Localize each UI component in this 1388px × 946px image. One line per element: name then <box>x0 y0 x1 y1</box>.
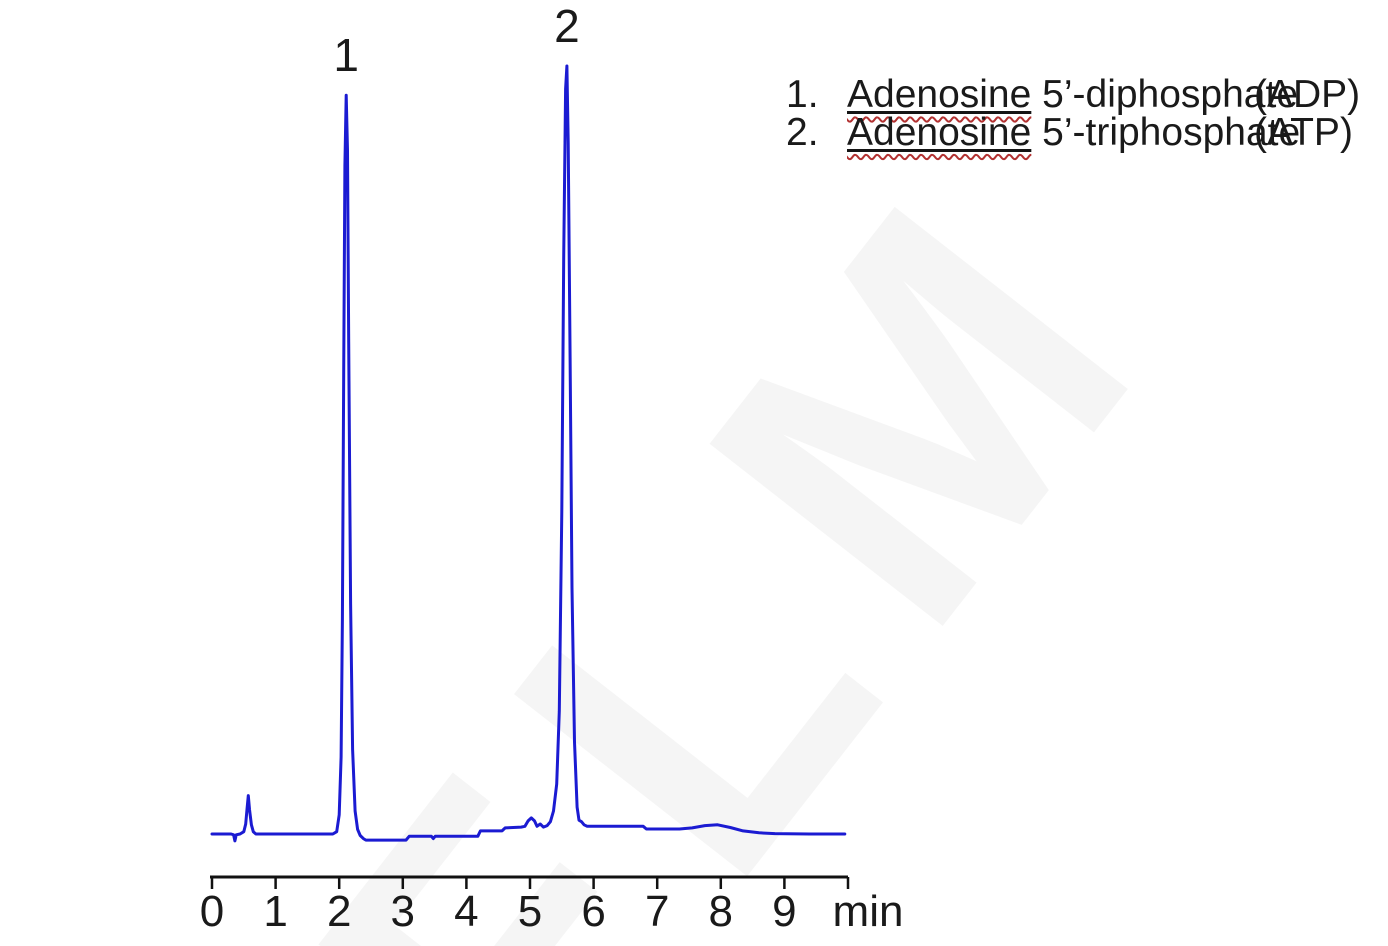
x-axis-tick-label: 5 <box>518 887 542 936</box>
x-axis-tick-label: 3 <box>391 887 415 936</box>
x-axis-tick-label: 7 <box>645 887 669 936</box>
legend-compound-name: Adenosine 5’-triphosphate <box>847 110 1300 154</box>
legend-compound-abbrev: (ATP) <box>1254 110 1353 154</box>
x-axis-tick-label: 1 <box>263 887 287 936</box>
legend-item: 2. Adenosine 5’-triphosphate (ATP) <box>786 110 1360 154</box>
x-axis-tick-label: 2 <box>327 887 351 936</box>
peak-number-label: 1 <box>333 29 359 81</box>
x-axis-tick-label: 0 <box>200 887 224 936</box>
legend-compound-underlined: Adenosine <box>847 73 1032 116</box>
trace-line <box>210 64 847 843</box>
x-axis-tick-label: 4 <box>454 887 478 936</box>
legend-compound-name: Adenosine 5’-diphosphate <box>847 73 1298 116</box>
peak-legend: 1. Adenosine 5’-diphosphate (ADP) 2. Ade… <box>786 73 1361 154</box>
x-axis-tick-label: 8 <box>709 887 733 936</box>
legend-item-number: 1. <box>786 73 819 116</box>
x-axis-tick-label: 6 <box>581 887 605 936</box>
x-axis: 0 1 2 3 4 5 6 7 8 9 min <box>200 875 904 936</box>
legend-compound-rest: 5’-diphosphate <box>1031 73 1299 116</box>
legend-item-number: 2. <box>786 110 819 154</box>
peak-number-label: 2 <box>554 0 580 52</box>
peak-labels: 12 <box>333 0 579 81</box>
legend-compound-rest: 5’-triphosphate <box>1031 110 1301 154</box>
x-axis-tick-label: 9 <box>772 887 796 936</box>
legend-compound-underlined: Adenosine <box>847 110 1032 154</box>
x-axis-unit-label: min <box>833 887 904 936</box>
legend-item: 1. Adenosine 5’-diphosphate (ADP) <box>786 73 1361 116</box>
legend-compound-abbrev: (ADP) <box>1254 73 1361 116</box>
